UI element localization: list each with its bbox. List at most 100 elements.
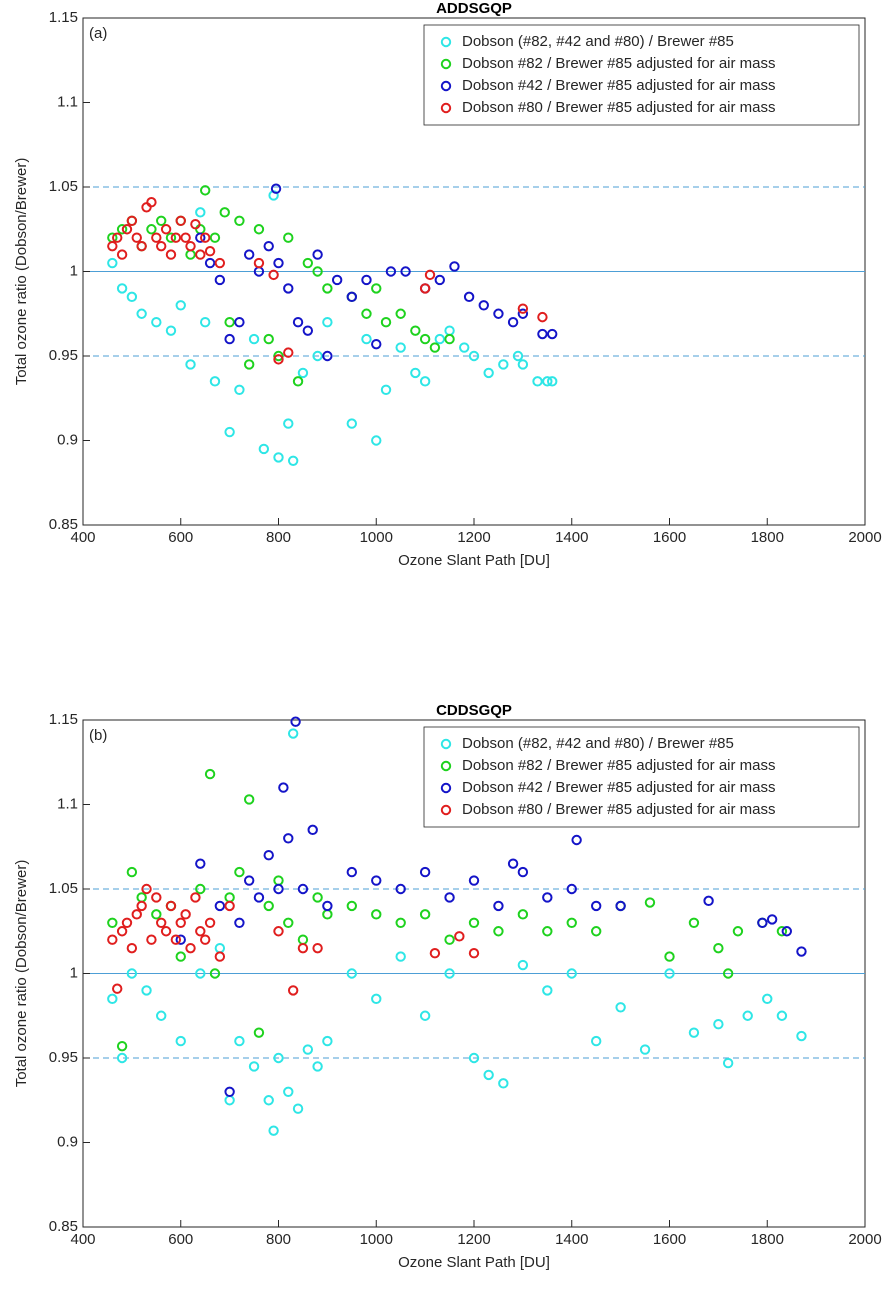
data-point — [116, 1040, 128, 1052]
data-point — [419, 333, 431, 345]
data-point — [283, 283, 294, 294]
legend-label: Dobson #42 / Brewer #85 adjusted for air… — [462, 779, 776, 796]
data-point — [126, 968, 138, 979]
data-point — [498, 1078, 509, 1089]
data-point — [493, 900, 504, 912]
legend-marker — [440, 782, 452, 794]
data-point — [571, 834, 582, 846]
data-point — [126, 942, 138, 954]
data-point — [209, 232, 221, 243]
data-point — [361, 308, 372, 319]
data-point — [307, 824, 318, 836]
data-point — [112, 232, 123, 243]
y-tick-label: 1.15 — [49, 9, 78, 26]
data-point — [185, 942, 196, 954]
data-point — [292, 1103, 304, 1114]
legend-marker — [440, 102, 452, 114]
data-point — [146, 224, 157, 235]
data-point — [195, 207, 206, 218]
data-point — [297, 883, 309, 895]
data-point — [419, 909, 431, 920]
data-point — [214, 257, 226, 269]
x-axis-label: Ozone Slant Path [DU] — [398, 552, 550, 569]
data-point — [722, 1057, 734, 1069]
data-point — [713, 1018, 724, 1030]
data-point — [224, 426, 235, 438]
data-point — [185, 359, 196, 370]
data-point — [444, 333, 455, 345]
chart-title: ADDSGQP — [436, 0, 512, 17]
x-tick-label: 1600 — [653, 1231, 686, 1248]
data-point — [371, 875, 382, 886]
legend-marker — [440, 58, 452, 70]
x-tick-label: 1400 — [555, 1231, 588, 1248]
data-point — [468, 350, 480, 362]
data-point — [346, 900, 358, 912]
data-point — [566, 917, 577, 928]
legend-label: Dobson #80 / Brewer #85 adjusted for air… — [462, 99, 776, 116]
data-point — [253, 892, 265, 903]
data-point — [312, 892, 323, 903]
data-point — [199, 934, 211, 945]
data-point — [234, 384, 245, 395]
data-point — [542, 376, 553, 387]
data-point — [121, 917, 133, 928]
data-point — [126, 291, 138, 303]
data-point — [283, 1086, 294, 1098]
data-point — [664, 968, 675, 979]
data-point — [644, 897, 656, 908]
data-point — [263, 900, 274, 912]
data-point — [156, 215, 167, 227]
data-point — [322, 283, 333, 294]
data-point — [478, 300, 489, 311]
x-tick-label: 1600 — [653, 529, 686, 546]
data-point — [517, 359, 529, 370]
data-point — [107, 917, 118, 928]
x-tick-label: 1800 — [751, 1231, 784, 1248]
data-point — [204, 917, 216, 928]
data-point — [248, 1061, 260, 1072]
data-point — [732, 926, 744, 937]
data-point — [590, 1035, 602, 1047]
data-point — [517, 866, 529, 878]
data-point — [273, 1052, 284, 1064]
data-point — [263, 240, 274, 252]
data-point — [107, 993, 118, 1005]
data-point — [156, 1010, 167, 1021]
data-point — [312, 350, 323, 362]
y-tick-label: 0.9 — [57, 1133, 78, 1150]
data-point — [459, 342, 470, 353]
data-point — [243, 249, 255, 260]
y-tick-label: 1.05 — [49, 178, 78, 195]
data-point — [713, 942, 724, 954]
data-point — [796, 1030, 807, 1042]
data-point — [131, 232, 142, 243]
data-point — [204, 257, 216, 269]
data-point — [156, 240, 167, 252]
data-point — [776, 926, 788, 937]
data-point — [722, 968, 734, 979]
legend-label: Dobson #42 / Brewer #85 adjusted for air… — [462, 77, 776, 94]
data-point — [542, 926, 553, 937]
chart-title: CDDSGQP — [436, 702, 512, 719]
data-point — [199, 317, 211, 328]
legend-marker — [440, 80, 452, 92]
data-point — [547, 328, 558, 340]
y-tick-label: 0.85 — [49, 1218, 78, 1235]
data-point — [283, 347, 294, 358]
data-point — [151, 317, 162, 328]
data-point — [195, 232, 206, 243]
data-point — [517, 959, 529, 971]
data-point — [532, 376, 543, 387]
data-point — [234, 1035, 245, 1047]
data-point — [493, 926, 504, 937]
y-tick-label: 0.9 — [57, 431, 78, 448]
data-point — [688, 917, 700, 928]
data-point — [170, 934, 182, 945]
data-point — [214, 274, 226, 286]
data-point — [136, 308, 147, 319]
data-point — [253, 1027, 265, 1038]
data-point — [312, 942, 323, 954]
data-point — [146, 934, 157, 945]
data-point — [283, 917, 294, 928]
